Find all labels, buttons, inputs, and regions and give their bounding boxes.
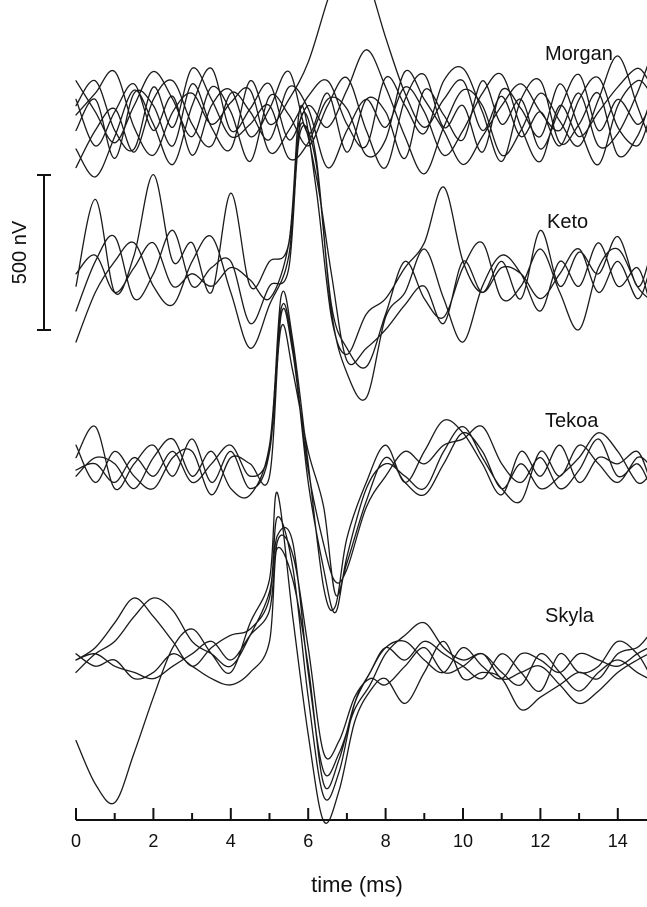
trace-skyla-1 xyxy=(75,491,647,824)
trace-morgan-2 xyxy=(75,0,647,159)
trace-morgan-4 xyxy=(75,49,647,178)
trace-keto-3 xyxy=(75,122,647,366)
x-tick-label: 2 xyxy=(148,831,158,851)
trace-morgan-7 xyxy=(75,65,647,166)
x-tick-label: 10 xyxy=(453,831,473,851)
trace-keto-2 xyxy=(75,124,647,369)
panel-label-morgan: Morgan xyxy=(545,43,613,65)
trace-skyla-4 xyxy=(75,534,647,760)
panel-label-tekoa: Tekoa xyxy=(545,410,599,432)
panel-label-skyla: Skyla xyxy=(545,605,595,627)
trace-tekoa-1 xyxy=(75,290,647,612)
panel-label-keto: Keto xyxy=(547,211,588,233)
trace-skyla-5 xyxy=(75,546,647,790)
x-tick-label: 4 xyxy=(226,831,236,851)
x-axis-title: time (ms) xyxy=(311,872,403,897)
traces-layer xyxy=(75,0,647,824)
trace-morgan-5 xyxy=(75,65,647,163)
trace-tekoa-2 xyxy=(75,302,647,614)
trace-morgan-6 xyxy=(75,67,647,169)
x-tick-label: 8 xyxy=(381,831,391,851)
scale-bar-label: 500 nV xyxy=(9,220,31,284)
x-tick-label: 14 xyxy=(608,831,628,851)
scale-bar: 500 nV xyxy=(9,174,51,331)
trace-tekoa-4 xyxy=(75,324,647,597)
trace-skyla-3 xyxy=(75,526,647,777)
x-tick-label: 6 xyxy=(303,831,313,851)
trace-morgan-3 xyxy=(75,70,647,169)
panel-labels-layer: Morgan Keto Tekoa Skyla xyxy=(545,43,613,627)
trace-keto-4 xyxy=(75,111,647,401)
trace-skyla-2 xyxy=(75,516,647,801)
x-tick-label: 0 xyxy=(71,831,81,851)
x-axis: 0 2 4 6 8 10 12 14 xyxy=(71,808,647,851)
trace-tekoa-3 xyxy=(75,307,647,584)
x-tick-label: 12 xyxy=(530,831,550,851)
